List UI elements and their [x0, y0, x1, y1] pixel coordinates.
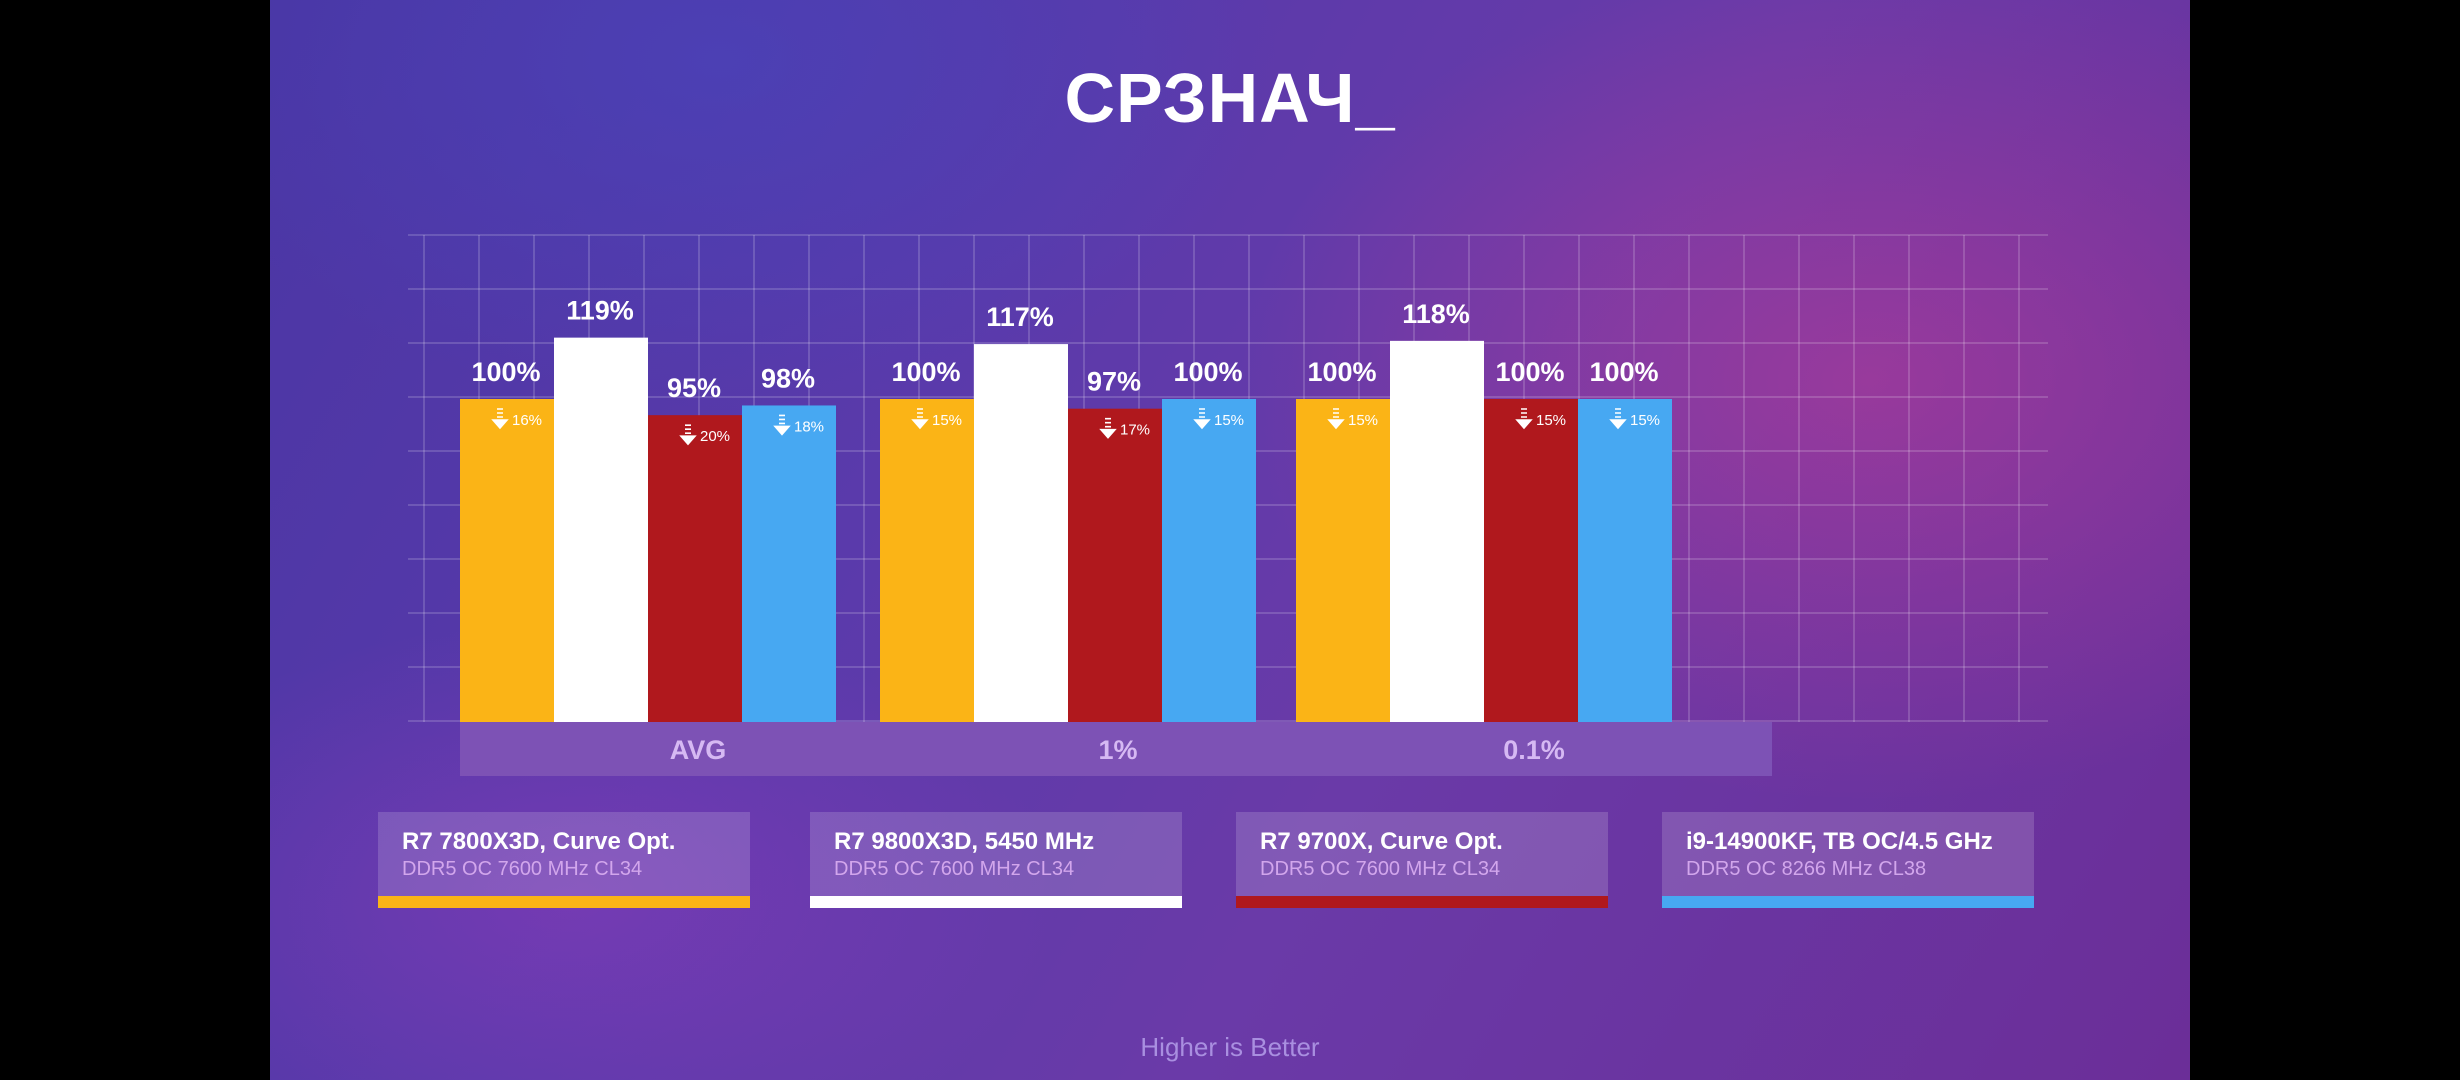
- legend-item-r7-7800x3d: R7 7800X3D, Curve Opt. DDR5 OC 7600 MHz …: [378, 812, 750, 908]
- arrow-down-icon: [1327, 408, 1345, 430]
- legend-name: i9-14900KF, TB OC/4.5 GHz: [1686, 828, 1993, 855]
- category-label-box: [880, 722, 1356, 776]
- legend-item-i9-14900kf: i9-14900KF, TB OC/4.5 GHz DDR5 OC 8266 M…: [1662, 812, 2034, 908]
- arrow-down-icon: [679, 424, 697, 446]
- bar: [460, 399, 554, 722]
- bar: [1162, 399, 1256, 722]
- legend-swatch: [1662, 896, 2034, 908]
- legend-item-r7-9700x: R7 9700X, Curve Opt. DDR5 OC 7600 MHz CL…: [1236, 812, 1608, 908]
- bar: [974, 344, 1068, 722]
- category-label: 0.1%: [1503, 735, 1565, 765]
- bar: [1578, 399, 1672, 722]
- legend-name: R7 9800X3D, 5450 MHz: [834, 828, 1095, 855]
- drop-percent-label: 15%: [1214, 412, 1244, 429]
- bar-value-label: 98%: [761, 363, 815, 393]
- legend-swatch: [810, 896, 1182, 908]
- bar-value-label: 100%: [1495, 357, 1564, 387]
- bar: [880, 399, 974, 722]
- bar: [1296, 399, 1390, 722]
- bar-value-label: 100%: [1589, 357, 1658, 387]
- drop-percent-label: 16%: [512, 412, 542, 429]
- legend-item-r7-9800x3d: R7 9800X3D, 5450 MHz DDR5 OC 7600 MHz CL…: [810, 812, 1182, 908]
- arrow-down-icon: [1515, 408, 1533, 430]
- category-label-box: [1296, 722, 1772, 776]
- legend-swatch: [378, 896, 750, 908]
- category-label: AVG: [670, 735, 727, 765]
- legend-name: R7 7800X3D, Curve Opt.: [402, 828, 676, 855]
- drop-percent-label: 15%: [1536, 412, 1566, 429]
- bar: [1484, 399, 1578, 722]
- bar-chart: 100% 16% 119% 95% 20% 98% 18% AVG 100% 15% 117% 97%…: [408, 234, 2048, 776]
- legend-subtitle: DDR5 OC 8266 MHz CL38: [1686, 858, 1927, 880]
- arrow-down-icon: [1099, 417, 1117, 439]
- legend-name: R7 9700X, Curve Opt.: [1260, 828, 1503, 855]
- legend-subtitle: DDR5 OC 7600 MHz CL34: [834, 858, 1075, 880]
- bar: [742, 405, 836, 722]
- drop-percent-label: 15%: [932, 412, 962, 429]
- bar: [1068, 408, 1162, 722]
- footer-note: Higher is Better: [1140, 1032, 1320, 1062]
- bar: [1390, 340, 1484, 722]
- chart-title: СРЗНАЧ_: [1064, 59, 1396, 137]
- bar-value-label: 97%: [1087, 367, 1141, 397]
- bar-value-label: 117%: [986, 302, 1054, 332]
- slide: СРЗНАЧ_ 100% 16% 119% 95% 20% 98% 18% AVG 100% 15…: [270, 0, 2190, 1080]
- bar-value-label: 119%: [566, 296, 634, 326]
- bar: [648, 415, 742, 722]
- arrow-down-icon: [491, 408, 509, 430]
- bar-value-label: 118%: [1402, 299, 1470, 329]
- category-label-box: [460, 722, 936, 776]
- bar-value-label: 100%: [1307, 357, 1376, 387]
- bar-value-label: 95%: [667, 373, 721, 403]
- bar-value-label: 100%: [471, 357, 540, 387]
- bar-value-label: 100%: [891, 357, 960, 387]
- arrow-down-icon: [773, 414, 791, 436]
- arrow-down-icon: [1609, 408, 1627, 430]
- legend-swatch: [1236, 896, 1608, 908]
- arrow-down-icon: [1193, 408, 1211, 430]
- legend-subtitle: DDR5 OC 7600 MHz CL34: [1260, 858, 1501, 880]
- arrow-down-icon: [911, 408, 929, 430]
- category-label: 1%: [1098, 735, 1137, 765]
- bar: [554, 337, 648, 722]
- drop-percent-label: 20%: [700, 428, 730, 445]
- drop-percent-label: 15%: [1630, 412, 1660, 429]
- legend-subtitle: DDR5 OC 7600 MHz CL34: [402, 858, 643, 880]
- bar-value-label: 100%: [1173, 357, 1242, 387]
- drop-percent-label: 17%: [1120, 422, 1150, 439]
- drop-percent-label: 15%: [1348, 412, 1378, 429]
- drop-percent-label: 18%: [794, 418, 824, 435]
